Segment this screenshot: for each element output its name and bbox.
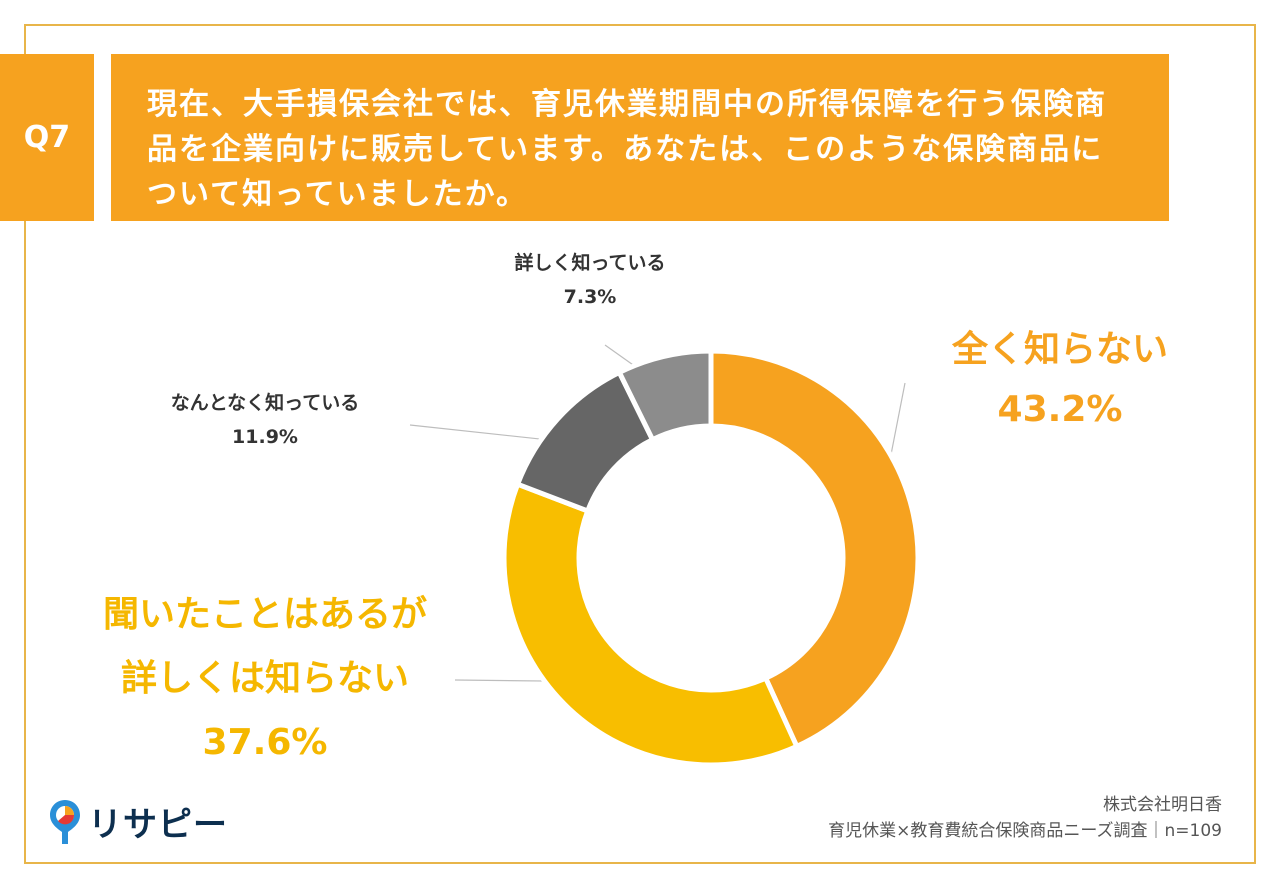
question-number: Q7 [0,54,94,221]
label-somewhat-name: なんとなく知っている [170,392,360,414]
label-somewhat-known: なんとなく知っている 11.9% [130,386,400,454]
question-line: 現在、大手損保会社では、育児休業期間中の所得保障を行う保険商 [147,87,1107,122]
logo-text: リサピー [88,805,228,845]
label-not-known-name: 全く知らない [951,329,1168,370]
label-somewhat-value: 11.9% [232,426,298,448]
question-line: 品を企業向けに販売しています。あなたは、このような保険商品に [147,132,1104,167]
label-heard-not-detailed: 聞いたことはあるが 詳しくは知らない 37.6% [60,583,470,775]
slice-well-known [616,348,714,443]
label-not-known-value: 43.2% [997,389,1123,430]
chart-frame [24,24,1256,864]
source-note: 株式会社明日香 育児休業×教育費統合保険商品ニーズ調査｜n=109 [828,792,1222,844]
label-well-known: 詳しく知っている 7.3% [470,246,710,314]
risapi-logo: リサピー [48,797,228,846]
label-heard-name-line2: 詳しくは知らない [120,658,409,699]
label-heard-value: 37.6% [202,722,328,763]
question-text: 現在、大手損保会社では、育児休業期間中の所得保障を行う保険商 品を企業向けに販売… [111,54,1169,221]
logo-pin-icon [50,799,80,844]
slice-heard-not-detailed [501,480,801,768]
label-not-known: 全く知らない 43.2% [930,320,1190,440]
company-name: 株式会社明日香 [1103,795,1222,815]
survey-name: 育児休業×教育費統合保険商品ニーズ調査｜n=109 [828,821,1222,841]
label-well-value: 7.3% [563,286,617,308]
question-line: ついて知っていましたか。 [147,177,528,212]
slice-not-known [708,348,921,750]
label-well-name: 詳しく知っている [514,252,666,274]
label-heard-name-line1: 聞いたことはあるが [102,594,427,635]
